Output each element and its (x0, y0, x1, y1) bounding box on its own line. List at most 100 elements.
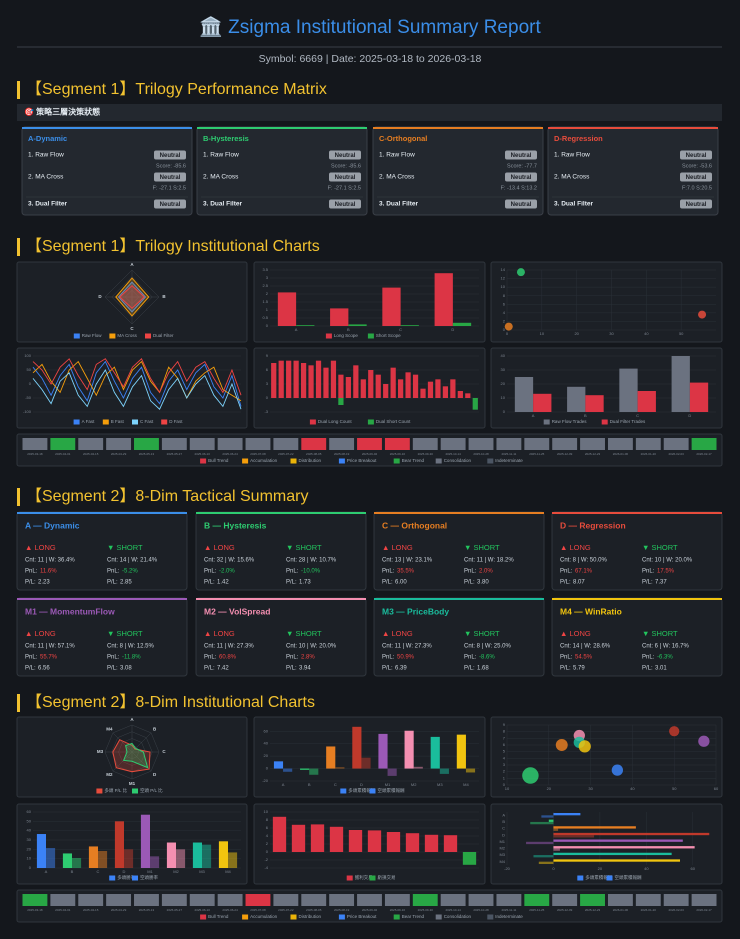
pl-value: 8.07 (573, 580, 585, 586)
legend-label: 多頭累積報酬 (585, 874, 612, 881)
legend-swatch (102, 419, 109, 425)
line-series (32, 369, 242, 410)
y-tick-label: M4 (499, 859, 505, 864)
count-text: Cnt: 11 | W: 27.3% (204, 644, 254, 650)
legend-swatch (96, 788, 103, 794)
card-title: D — Regression (560, 520, 626, 530)
date-label: 2025-04-15 (83, 452, 99, 456)
regime-cell (663, 438, 689, 450)
x-tick-label: A (295, 327, 298, 332)
x-tick-label: D (451, 327, 454, 332)
y-tick-label: -100 (23, 409, 32, 414)
pnl-label: PnL: (642, 655, 655, 661)
row-detail: Score: -85.6 (331, 163, 361, 169)
y-tick-label: 60 (264, 728, 269, 733)
bar (439, 768, 449, 774)
line-series (32, 358, 242, 396)
regime-cell (552, 438, 578, 450)
legend-label: Dual Short Count (376, 419, 411, 424)
regime-cell (357, 894, 382, 906)
legend-label: Long Scope (334, 333, 359, 338)
regime-cell (496, 894, 522, 906)
y-tick-label: 40 (264, 741, 269, 746)
count-text: Cnt: 10 | W: 20.0% (642, 558, 693, 564)
pl-value: 2.23 (38, 580, 50, 586)
legend-swatch (367, 333, 374, 339)
x-tick-label: C (399, 327, 402, 332)
regime-cell (524, 438, 550, 450)
pnl-value: -5.2% (122, 569, 138, 575)
bar (114, 821, 124, 868)
short-label: ▼ SHORT (286, 543, 322, 552)
pl-value: 3.80 (477, 580, 489, 586)
regime-cell (440, 438, 466, 450)
bar (326, 746, 336, 769)
bar (450, 379, 456, 398)
card-title: C-Orthogonal (379, 134, 427, 143)
legend-swatch (435, 914, 442, 920)
status-badge (505, 150, 537, 160)
y-tick-label: -3 (264, 409, 268, 414)
x-tick-label: D (360, 782, 363, 787)
pl-label: P/L: (25, 666, 36, 672)
y-tick-label: 6 (266, 825, 269, 830)
legend-swatch (601, 419, 608, 425)
pnl-label: PnL: (286, 569, 299, 575)
bar (383, 384, 389, 398)
legend-label: Raw Flow Trades (552, 419, 588, 424)
pnl-label: PnL: (560, 569, 573, 575)
card-accent (196, 512, 366, 514)
bar (353, 365, 359, 398)
legend-swatch (543, 419, 550, 425)
y-tick-label: 2.5 (262, 283, 268, 288)
short-label: ▼ SHORT (107, 629, 143, 638)
bar (533, 855, 554, 858)
status-badge (680, 172, 712, 182)
y-tick-label: 1 (503, 775, 506, 780)
bar (585, 395, 604, 412)
pl-value: 3.08 (120, 666, 132, 672)
legend-swatch (200, 914, 207, 920)
x-tick-label: 60 (691, 866, 696, 871)
y-tick-label: 6 (503, 742, 506, 747)
section-bar (17, 104, 722, 121)
regime-cell (468, 894, 494, 906)
card-title: M2 — VolSpread (204, 606, 270, 616)
count-text: Cnt: 11 | W: 27.3% (382, 644, 432, 650)
pl-label: P/L: (560, 666, 571, 672)
section-heading: 【Segment 1】Trilogy Performance Matrix (26, 81, 327, 98)
radar-axis-label: M3 (97, 749, 104, 754)
y-tick-label: 2 (266, 841, 269, 846)
legend-label: B Fast (111, 419, 125, 424)
date-label: 2026-02-03 (669, 452, 685, 456)
y-tick-label: M1 (499, 839, 505, 844)
bar (538, 861, 554, 865)
long-label: ▲ LONG (204, 629, 235, 638)
legend-swatch (435, 458, 442, 464)
y-tick-label: 6 (266, 367, 269, 372)
short-label: ▼ SHORT (642, 543, 678, 552)
date-label: 2025-07-22 (278, 908, 294, 912)
regime-cell (384, 438, 410, 450)
y-tick-label: 1 (266, 307, 269, 312)
count-text: Cnt: 11 | W: 36.4% (25, 558, 75, 564)
pnl-value: -11.8% (122, 655, 141, 661)
long-label: ▲ LONG (25, 629, 56, 638)
x-tick-label: B (584, 413, 587, 418)
bar (300, 768, 310, 770)
bar (567, 386, 586, 412)
pnl-value: 11.6% (40, 569, 57, 575)
bar (338, 374, 344, 398)
legend-label: Bull Trend (208, 914, 229, 919)
x-tick-label: M4 (225, 869, 231, 874)
card-title: A-Dynamic (28, 134, 67, 143)
badge-label: Neutral (160, 153, 181, 159)
y-tick-label: 6 (503, 301, 506, 306)
scatter-point (669, 726, 680, 737)
pnl-value: 17.5% (657, 569, 675, 575)
pnl-label: PnL: (107, 569, 120, 575)
date-label: 2025-05-27 (167, 908, 183, 912)
pl-value: 7.37 (655, 580, 667, 586)
y-tick-label: 30 (27, 837, 32, 842)
